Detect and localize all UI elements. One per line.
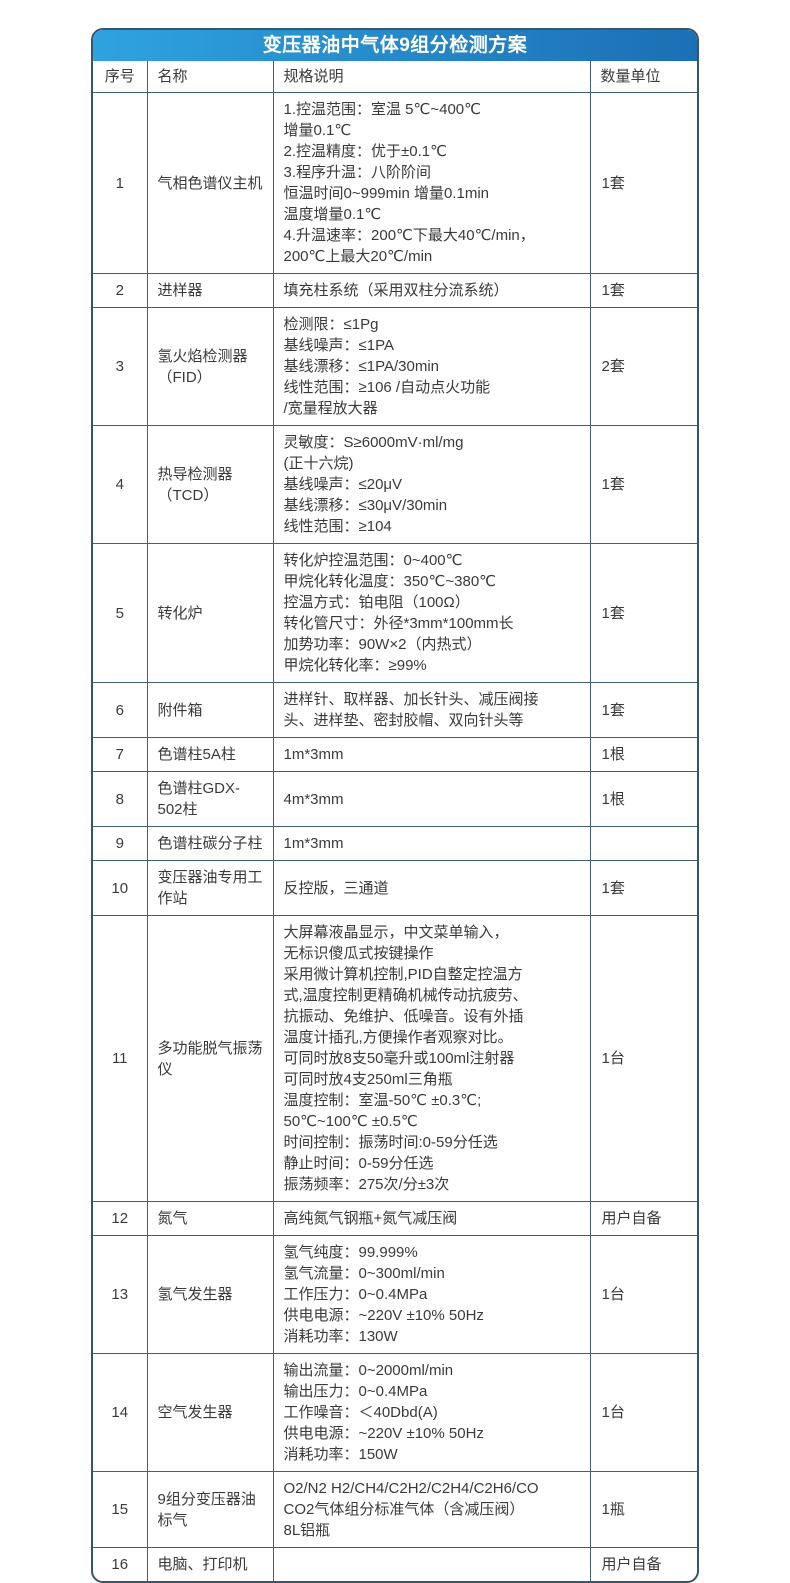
item-qty-cell: 1套 [589, 860, 697, 916]
item-name-cell: 9组分变压器油标气 [146, 1471, 274, 1548]
item-spec-cell: 填充柱系统（采用双柱分流系统） [272, 273, 591, 308]
table-row: 7 色谱柱5A柱 1m*3mm 1根 [93, 737, 697, 772]
item-name-cell: 色谱柱5A柱 [146, 737, 274, 772]
item-spec-cell: 1m*3mm [272, 737, 591, 772]
item-name-cell: 气相色谱仪主机 [146, 92, 274, 274]
table-row: 13 氢气发生器 氢气纯度：99.999% 氢气流量：0~300ml/min 工… [93, 1235, 697, 1354]
item-name-cell: 多功能脱气振荡仪 [146, 915, 274, 1202]
item-qty-cell: 1套 [589, 425, 697, 544]
row-number-cell: 16 [93, 1547, 148, 1581]
item-qty-cell: 1根 [589, 771, 697, 827]
item-name-cell: 电脑、打印机 [146, 1547, 274, 1581]
item-spec-cell: 检测限：≤1Pg 基线噪声：≤1PA 基线漂移：≤1PA/30min 线性范围：… [272, 307, 591, 426]
row-number-cell: 10 [93, 860, 148, 916]
item-name-cell: 热导检测器（TCD） [146, 425, 274, 544]
item-qty-cell: 1套 [589, 273, 697, 308]
item-qty-cell: 1套 [589, 682, 697, 738]
item-qty-cell: 1台 [589, 915, 697, 1202]
table-row: 5 转化炉 转化炉控温范围：0~400℃ 甲烷化转化温度：350℃~380℃ 控… [93, 543, 697, 683]
table-row: 15 9组分变压器油标气 O2/N2 H2/CH4/C2H2/C2H4/C2H6… [93, 1471, 697, 1548]
page-title: 变压器油中气体9组分检测方案 [93, 30, 697, 61]
table-row: 14 空气发生器 输出流量：0~2000ml/min 输出压力：0~0.4MPa… [93, 1353, 697, 1472]
row-number-cell: 9 [93, 826, 148, 861]
item-spec-cell: 转化炉控温范围：0~400℃ 甲烷化转化温度：350℃~380℃ 控温方式：铂电… [272, 543, 591, 683]
column-header-qty: 数量单位 [589, 61, 697, 93]
item-name-cell: 进样器 [146, 273, 274, 308]
row-number-cell: 5 [93, 543, 148, 683]
row-number-cell: 7 [93, 737, 148, 772]
row-number-cell: 1 [93, 92, 148, 274]
item-spec-cell: O2/N2 H2/CH4/C2H2/C2H4/C2H6/CO CO2气体组分标准… [272, 1471, 591, 1548]
item-qty-cell: 用户自备 [589, 1201, 697, 1236]
item-name-cell: 色谱柱GDX-502柱 [146, 771, 274, 827]
item-spec-cell: 输出流量：0~2000ml/min 输出压力：0~0.4MPa 工作噪音：＜40… [272, 1353, 591, 1472]
table-row: 12 氮气 高纯氮气钢瓶+氮气减压阀 用户自备 [93, 1201, 697, 1236]
item-name-cell: 色谱柱碳分子柱 [146, 826, 274, 861]
row-number-cell: 8 [93, 771, 148, 827]
row-number-cell: 2 [93, 273, 148, 308]
item-qty-cell: 1台 [589, 1353, 697, 1472]
item-qty-cell: 1套 [589, 92, 697, 274]
spec-sheet-card: 变压器油中气体9组分检测方案 序号 名称 规格说明 数量单位 1 气相色谱仪主机… [91, 28, 699, 1583]
row-number-cell: 14 [93, 1353, 148, 1472]
column-header-name: 名称 [146, 61, 274, 93]
table-row: 8 色谱柱GDX-502柱 4m*3mm 1根 [93, 771, 697, 827]
header-row: 序号 名称 规格说明 数量单位 [93, 61, 697, 93]
item-qty-cell: 1套 [589, 543, 697, 683]
item-spec-cell: 1.控温范围：室温 5℃~400℃ 增量0.1℃ 2.控温精度：优于±0.1℃ … [272, 92, 591, 274]
spec-table: 序号 名称 规格说明 数量单位 1 气相色谱仪主机 1.控温范围：室温 5℃~4… [93, 61, 697, 1581]
table-row: 6 附件箱 进样针、取样器、加长针头、减压阀接 头、进样垫、密封胶帽、双向针头等… [93, 682, 697, 738]
item-spec-cell: 大屏幕液晶显示，中文菜单输入， 无标识傻瓜式按键操作 采用微计算机控制,PID自… [272, 915, 591, 1202]
item-spec-cell: 1m*3mm [272, 826, 591, 861]
table-body: 1 气相色谱仪主机 1.控温范围：室温 5℃~400℃ 增量0.1℃ 2.控温精… [93, 92, 697, 1581]
item-qty-cell: 1根 [589, 737, 697, 772]
table-row: 1 气相色谱仪主机 1.控温范围：室温 5℃~400℃ 增量0.1℃ 2.控温精… [93, 92, 697, 274]
item-name-cell: 氮气 [146, 1201, 274, 1236]
table-row: 10 变压器油专用工作站 反控版，三通道 1套 [93, 860, 697, 916]
table-row: 16 电脑、打印机 用户自备 [93, 1547, 697, 1581]
item-spec-cell: 灵敏度：S≥6000mV·ml/mg (正十六烷) 基线噪声：≤20μV 基线漂… [272, 425, 591, 544]
item-name-cell: 附件箱 [146, 682, 274, 738]
item-qty-cell: 1台 [589, 1235, 697, 1354]
item-name-cell: 氢气发生器 [146, 1235, 274, 1354]
item-qty-cell [589, 826, 697, 861]
row-number-cell: 11 [93, 915, 148, 1202]
item-qty-cell: 2套 [589, 307, 697, 426]
table-row: 4 热导检测器（TCD） 灵敏度：S≥6000mV·ml/mg (正十六烷) 基… [93, 425, 697, 544]
column-header-spec: 规格说明 [272, 61, 591, 93]
item-name-cell: 转化炉 [146, 543, 274, 683]
row-number-cell: 12 [93, 1201, 148, 1236]
row-number-cell: 15 [93, 1471, 148, 1548]
table-row: 9 色谱柱碳分子柱 1m*3mm [93, 826, 697, 861]
table-row: 11 多功能脱气振荡仪 大屏幕液晶显示，中文菜单输入， 无标识傻瓜式按键操作 采… [93, 915, 697, 1202]
item-spec-cell: 4m*3mm [272, 771, 591, 827]
item-spec-cell: 氢气纯度：99.999% 氢气流量：0~300ml/min 工作压力：0~0.4… [272, 1235, 591, 1354]
column-header-no: 序号 [93, 61, 148, 93]
item-name-cell: 变压器油专用工作站 [146, 860, 274, 916]
item-spec-cell: 高纯氮气钢瓶+氮气减压阀 [272, 1201, 591, 1236]
row-number-cell: 3 [93, 307, 148, 426]
item-spec-cell: 进样针、取样器、加长针头、减压阀接 头、进样垫、密封胶帽、双向针头等 [272, 682, 591, 738]
item-qty-cell: 用户自备 [589, 1547, 697, 1581]
table-row: 3 氢火焰检测器（FID） 检测限：≤1Pg 基线噪声：≤1PA 基线漂移：≤1… [93, 307, 697, 426]
row-number-cell: 4 [93, 425, 148, 544]
item-name-cell: 空气发生器 [146, 1353, 274, 1472]
table-row: 2 进样器 填充柱系统（采用双柱分流系统） 1套 [93, 273, 697, 308]
row-number-cell: 6 [93, 682, 148, 738]
item-spec-cell [272, 1547, 591, 1581]
row-number-cell: 13 [93, 1235, 148, 1354]
item-qty-cell: 1瓶 [589, 1471, 697, 1548]
item-spec-cell: 反控版，三通道 [272, 860, 591, 916]
item-name-cell: 氢火焰检测器（FID） [146, 307, 274, 426]
